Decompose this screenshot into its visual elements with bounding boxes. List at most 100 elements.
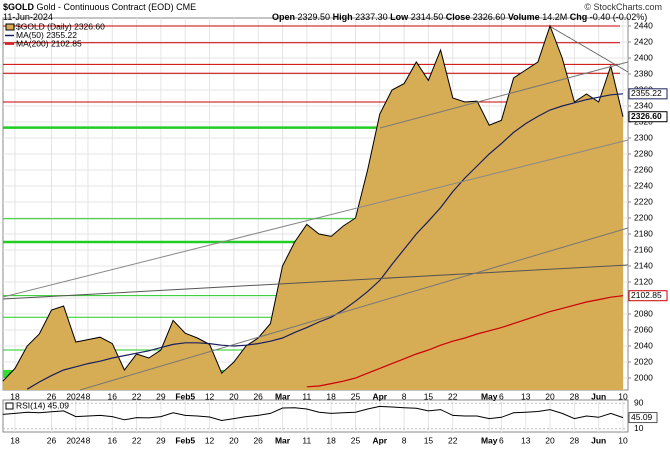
rsi-line xyxy=(2,405,624,422)
overlay: 2000202020402060208021002120214021602180… xyxy=(5,20,668,445)
x-tick-label: 28 xyxy=(570,391,580,401)
quote-value: 2314.50 xyxy=(410,12,444,22)
x-tick-label: 20 xyxy=(229,435,239,445)
y-tick-label: 2380 xyxy=(634,68,653,78)
legend-swatch xyxy=(5,23,15,31)
x-tick-label: 13 xyxy=(521,391,531,401)
x-tick-label: 22 xyxy=(132,435,142,445)
x-tick-label: 16 xyxy=(108,435,118,445)
y-tick-label: 2200 xyxy=(634,212,653,222)
y-tick-label: 2240 xyxy=(634,180,653,190)
y-tick-label: 2220 xyxy=(634,196,653,206)
trend-line xyxy=(2,264,629,300)
y-tick-label: 2040 xyxy=(634,340,653,350)
last-value-label: 45.09 xyxy=(631,412,653,422)
y-tick-label: 2080 xyxy=(634,308,653,318)
x-tick-label: May xyxy=(481,435,498,445)
x-tick-label: 12 xyxy=(205,391,215,401)
quote-value: 14.2M xyxy=(542,12,568,22)
legend-swatch xyxy=(5,402,14,410)
x-tick-label: 13 xyxy=(521,435,531,445)
x-tick-label: 20 xyxy=(545,435,555,445)
x-tick-label: 11 xyxy=(302,435,311,445)
quote-label: Open xyxy=(272,12,296,22)
x-tick-label: 28 xyxy=(570,435,580,445)
y-tick-label: 2440 xyxy=(634,20,653,30)
x-tick-label: 12 xyxy=(205,435,215,445)
quote-value: -0.40 (-0.02%) xyxy=(589,12,648,22)
x-tick-label: 22 xyxy=(448,435,458,445)
x-tick-label: 15 xyxy=(424,391,434,401)
trend-line xyxy=(550,26,629,73)
y-tick-label: 2020 xyxy=(634,356,653,366)
y-tick-label: 2000 xyxy=(634,372,653,382)
quote-label: Low xyxy=(390,12,409,22)
x-tick-label: Feb5 xyxy=(175,435,195,445)
y-tick-label: 2060 xyxy=(634,324,653,334)
date: 11-Jun-2024 xyxy=(3,12,53,22)
y-tick-label: 2120 xyxy=(634,276,653,286)
x-tick-label: 2024 xyxy=(66,435,85,445)
last-value-label: 2355.22 xyxy=(631,88,662,98)
rsi-label: RSI(14) 45.09 xyxy=(16,400,69,410)
y-tick-label: 2420 xyxy=(634,36,653,46)
last-value-box xyxy=(628,111,668,123)
x-tick-label: 16 xyxy=(108,391,118,401)
y-tick-label: 2300 xyxy=(634,132,653,142)
y-tick-label: 2340 xyxy=(634,100,653,110)
symbol: $GOLD xyxy=(3,2,35,12)
x-tick-label: 2024 xyxy=(66,391,85,401)
x-tick-label: Apr xyxy=(372,435,387,445)
x-tick-label: 18 xyxy=(326,435,336,445)
quote-label: High xyxy=(332,12,353,22)
last-value-box xyxy=(628,88,668,100)
x-tick-label: Mar xyxy=(275,391,291,401)
x-tick-label: 8 xyxy=(402,391,407,401)
x-tick-label: 18 xyxy=(10,435,20,445)
moving-average xyxy=(306,295,624,388)
x-tick-label: 22 xyxy=(132,391,142,401)
copyright: © StockCharts.com xyxy=(584,2,662,12)
x-tick-label: 26 xyxy=(253,391,263,401)
x-tick-label: 29 xyxy=(156,435,166,445)
trend-line xyxy=(2,139,629,298)
price-line xyxy=(2,24,624,382)
x-tick-label: 26 xyxy=(253,435,263,445)
x-tick-label: 25 xyxy=(351,435,361,445)
y-tick-label: 2140 xyxy=(634,260,653,270)
x-tick-label: 20 xyxy=(545,391,555,401)
y-tick-label: 2400 xyxy=(634,52,653,62)
x-tick-label: 6 xyxy=(499,391,504,401)
quote-label: Volume xyxy=(507,12,540,22)
last-value-box xyxy=(628,412,658,424)
quote-label: Chg xyxy=(569,12,588,22)
trend-line xyxy=(79,227,629,391)
y-tick-label: 2260 xyxy=(634,164,653,174)
x-tick-label: 8 xyxy=(86,391,91,401)
legend-label: MA(50) 2355.22 xyxy=(16,30,77,40)
last-value-box xyxy=(628,290,668,302)
x-tick-label: 8 xyxy=(86,435,91,445)
x-tick-label: 10 xyxy=(618,391,628,401)
last-value-label: 2102.85 xyxy=(631,290,662,300)
description: Gold - Continuous Contract (EOD) CME xyxy=(36,2,197,12)
x-tick-label: Apr xyxy=(372,391,387,401)
legend-label: MA(200) 2102.85 xyxy=(16,38,82,48)
legend-label: $GOLD (Daily) 2326.60 xyxy=(16,21,105,31)
x-tick-label: Mar xyxy=(275,435,291,445)
quote-value: 2337.30 xyxy=(355,12,388,22)
x-tick-label: 20 xyxy=(229,391,239,401)
x-tick-label: 11 xyxy=(302,391,311,401)
x-tick-label: 29 xyxy=(156,391,166,401)
moving-average xyxy=(26,93,624,390)
x-tick-label: 22 xyxy=(448,391,458,401)
plot xyxy=(2,24,624,422)
trend-line xyxy=(379,61,629,129)
last-value-label: 2326.60 xyxy=(631,111,662,121)
x-tick-label: 10 xyxy=(618,435,628,445)
x-tick-label: 25 xyxy=(351,391,361,401)
title: $GOLD Gold - Continuous Contract (EOD) C… xyxy=(3,2,196,12)
x-tick-label: 26 xyxy=(47,391,57,401)
x-tick-label: 18 xyxy=(10,391,20,401)
x-tick-label: Feb5 xyxy=(175,391,195,401)
